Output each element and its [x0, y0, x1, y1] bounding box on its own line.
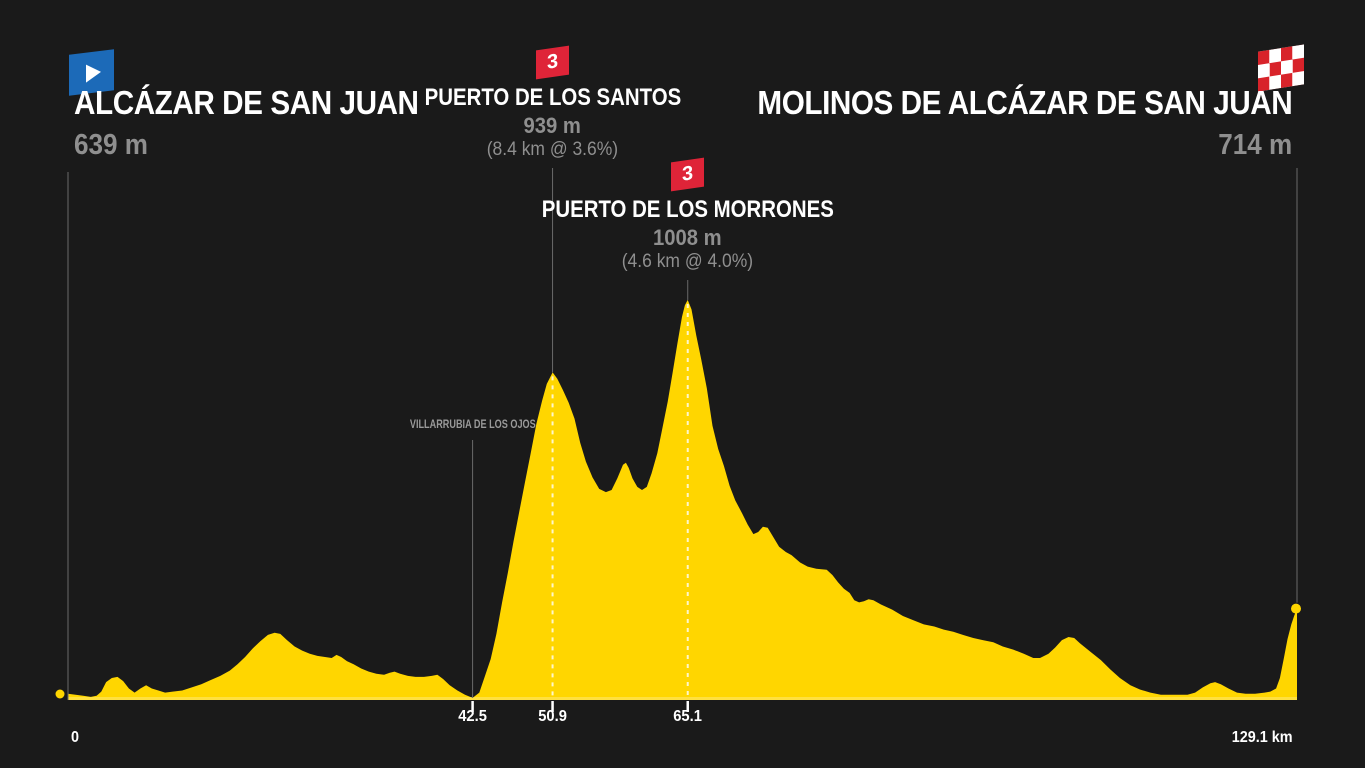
climb-name: PUERTO DE LOS SANTOS — [424, 84, 681, 111]
climb-marker-santos: 3 PUERTO DE LOS SANTOS 939 m (8.4 km @ 3… — [353, 45, 753, 161]
axis-end-label: 129.1 km — [1232, 729, 1293, 746]
climb-category-badge: 3 — [671, 157, 705, 192]
climb-elevation: 1008 m — [653, 225, 723, 250]
axis-tick-label: 42.5 — [458, 708, 487, 725]
elevation-area — [68, 299, 1297, 700]
baseline-strip — [68, 697, 1297, 700]
start-elevation-text: 639 m — [74, 129, 149, 161]
start-dot — [55, 689, 65, 699]
finish-elevation-text: 714 m — [1217, 129, 1292, 161]
finish-name-text: MOLINOS DE ALCÁZAR DE SAN JUAN — [757, 84, 1292, 121]
climb-name: PUERTO DE LOS MORRONES — [541, 196, 834, 223]
finish-elevation: 714 m — [1210, 129, 1292, 162]
start-name-text: ALCÁZAR DE SAN JUAN — [74, 84, 419, 121]
climb-detail: (8.4 km @ 3.6%) — [486, 139, 619, 160]
axis-start-label: 0 — [71, 729, 80, 746]
climb-elevation: 939 m — [523, 113, 582, 138]
finish-dot — [1291, 603, 1301, 614]
axis-tick-label: 65.1 — [673, 708, 703, 725]
start-name: ALCÁZAR DE SAN JUAN — [74, 84, 457, 122]
finish-name: MOLINOS DE ALCÁZAR DE SAN JUAN — [698, 84, 1292, 122]
play-icon — [85, 62, 101, 83]
climb-marker-morrones: 3 PUERTO DE LOS MORRONES 1008 m (4.6 km … — [488, 157, 888, 273]
waypoint-name-text: VILLARRUBIA DE LOS OJOS — [409, 417, 536, 431]
start-elevation: 639 m — [74, 129, 156, 162]
climb-category-badge: 3 — [536, 45, 570, 80]
climb-detail: (4.6 km @ 4.0%) — [622, 251, 754, 272]
axis-tick-label: 50.9 — [538, 708, 567, 725]
waypoint-label: VILLARRUBIA DE LOS OJOS — [353, 417, 593, 431]
